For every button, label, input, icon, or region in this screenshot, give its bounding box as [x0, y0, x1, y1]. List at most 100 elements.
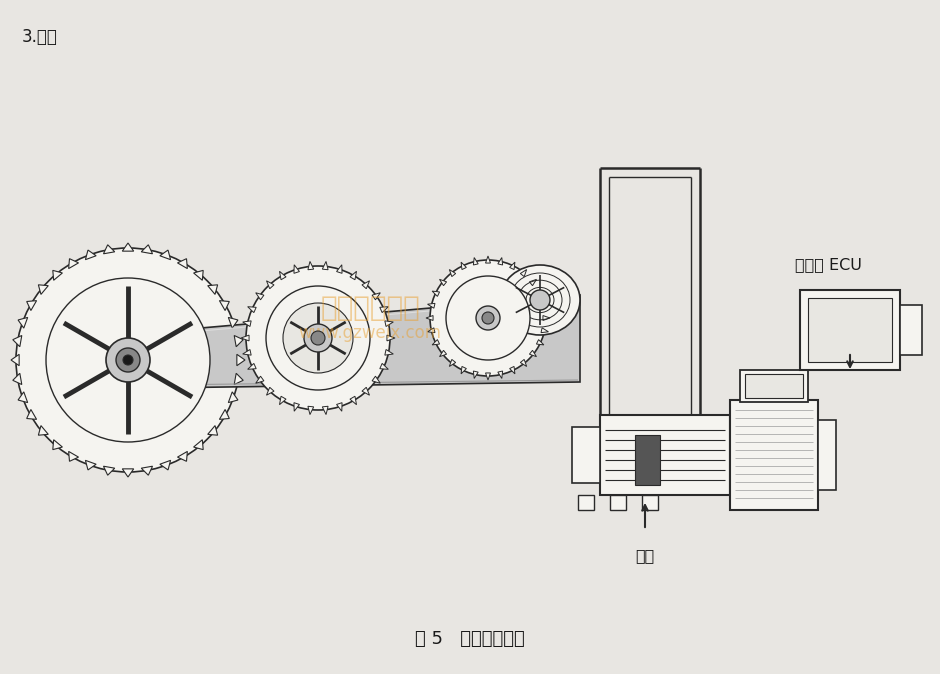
Polygon shape — [428, 328, 435, 333]
Ellipse shape — [500, 265, 580, 335]
Polygon shape — [486, 256, 491, 263]
Polygon shape — [509, 262, 515, 270]
Circle shape — [123, 355, 133, 365]
Circle shape — [482, 312, 494, 324]
Polygon shape — [529, 350, 537, 357]
Polygon shape — [541, 303, 548, 308]
Polygon shape — [103, 466, 115, 475]
Polygon shape — [241, 335, 249, 341]
Polygon shape — [279, 272, 286, 280]
Polygon shape — [486, 373, 491, 380]
Polygon shape — [308, 406, 314, 415]
Polygon shape — [219, 410, 229, 419]
Polygon shape — [449, 359, 456, 367]
Circle shape — [46, 278, 210, 442]
Polygon shape — [308, 262, 314, 270]
Polygon shape — [26, 410, 37, 419]
Polygon shape — [362, 281, 369, 288]
Polygon shape — [322, 262, 328, 270]
Bar — [635, 435, 660, 485]
Polygon shape — [13, 336, 22, 346]
Circle shape — [246, 266, 390, 410]
Bar — [572, 427, 600, 483]
Polygon shape — [243, 321, 251, 326]
Polygon shape — [384, 321, 393, 326]
Polygon shape — [234, 336, 243, 346]
Polygon shape — [474, 371, 478, 378]
Bar — [642, 495, 658, 510]
Polygon shape — [337, 265, 342, 274]
Circle shape — [116, 348, 140, 372]
Bar — [745, 374, 803, 398]
Polygon shape — [474, 257, 478, 265]
Polygon shape — [160, 460, 170, 470]
Bar — [808, 298, 892, 362]
Polygon shape — [103, 245, 115, 254]
Polygon shape — [266, 388, 274, 395]
Polygon shape — [11, 355, 19, 366]
Polygon shape — [256, 376, 264, 384]
Polygon shape — [53, 270, 62, 280]
Polygon shape — [350, 272, 356, 280]
Polygon shape — [384, 350, 393, 355]
Circle shape — [266, 286, 370, 390]
Text: 油压: 油压 — [635, 548, 654, 563]
Polygon shape — [86, 250, 96, 259]
Polygon shape — [141, 245, 152, 254]
Circle shape — [304, 324, 332, 352]
Circle shape — [106, 338, 150, 382]
Text: 发动机 ECU: 发动机 ECU — [795, 257, 862, 272]
Polygon shape — [294, 402, 300, 411]
Polygon shape — [178, 259, 187, 268]
Polygon shape — [219, 301, 229, 311]
Text: www.gzweix.com: www.gzweix.com — [299, 324, 442, 342]
Polygon shape — [208, 425, 218, 435]
Polygon shape — [53, 439, 62, 450]
Polygon shape — [13, 373, 22, 385]
Circle shape — [446, 276, 530, 360]
Polygon shape — [537, 340, 544, 345]
Circle shape — [476, 306, 500, 330]
Polygon shape — [337, 402, 342, 411]
Polygon shape — [498, 371, 503, 378]
Text: 图 5   保持控制油路: 图 5 保持控制油路 — [415, 630, 525, 648]
Polygon shape — [208, 285, 218, 295]
Polygon shape — [160, 250, 170, 259]
Polygon shape — [462, 262, 466, 270]
Circle shape — [530, 290, 550, 310]
Polygon shape — [521, 359, 526, 367]
Polygon shape — [39, 285, 48, 295]
Polygon shape — [266, 281, 274, 288]
Polygon shape — [432, 291, 440, 297]
Polygon shape — [69, 452, 79, 461]
Polygon shape — [462, 367, 466, 374]
Polygon shape — [155, 295, 580, 388]
Polygon shape — [279, 396, 286, 404]
Bar — [818, 420, 836, 490]
Polygon shape — [543, 315, 550, 320]
Polygon shape — [380, 363, 388, 369]
Polygon shape — [432, 340, 440, 345]
Polygon shape — [541, 328, 548, 333]
Polygon shape — [426, 315, 433, 320]
Polygon shape — [243, 350, 251, 355]
Polygon shape — [322, 406, 328, 415]
Polygon shape — [234, 373, 243, 385]
Polygon shape — [122, 243, 133, 251]
Polygon shape — [449, 270, 456, 276]
Polygon shape — [247, 307, 257, 313]
Polygon shape — [350, 396, 356, 404]
Circle shape — [16, 248, 240, 472]
Polygon shape — [228, 392, 238, 402]
Polygon shape — [521, 270, 526, 276]
Polygon shape — [428, 303, 435, 308]
Polygon shape — [178, 452, 187, 461]
Bar — [600, 415, 730, 495]
Polygon shape — [498, 257, 503, 265]
Circle shape — [430, 260, 546, 376]
Polygon shape — [122, 469, 133, 477]
Polygon shape — [440, 279, 446, 286]
Polygon shape — [18, 317, 27, 328]
Polygon shape — [537, 291, 544, 297]
Polygon shape — [228, 317, 238, 328]
